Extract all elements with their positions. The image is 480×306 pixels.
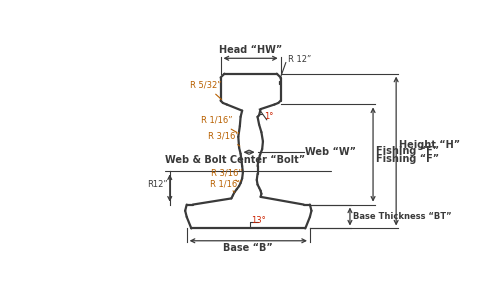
Text: Fishing “F”: Fishing “F” bbox=[376, 154, 439, 164]
Text: Head “HW”: Head “HW” bbox=[219, 45, 282, 55]
Text: Base Thickness “BT”: Base Thickness “BT” bbox=[353, 212, 452, 221]
Text: Web “W”: Web “W” bbox=[305, 147, 356, 157]
Text: R12”: R12” bbox=[147, 181, 168, 189]
Text: R 3/16”: R 3/16” bbox=[211, 168, 243, 181]
Text: 1°: 1° bbox=[264, 112, 273, 121]
Text: Web & Bolt Center “Bolt”: Web & Bolt Center “Bolt” bbox=[165, 155, 305, 165]
Text: R 12”: R 12” bbox=[288, 54, 311, 64]
Text: R 1/16”: R 1/16” bbox=[201, 116, 237, 132]
Text: R 5/32”: R 5/32” bbox=[190, 80, 222, 99]
Text: Fishing “F”: Fishing “F” bbox=[376, 147, 439, 156]
Text: R 3/16”: R 3/16” bbox=[208, 131, 240, 146]
Text: Base “B”: Base “B” bbox=[223, 243, 273, 253]
Text: Height “H”: Height “H” bbox=[399, 140, 460, 150]
Text: R 1/16”: R 1/16” bbox=[210, 179, 241, 192]
Text: 13°: 13° bbox=[252, 216, 266, 225]
